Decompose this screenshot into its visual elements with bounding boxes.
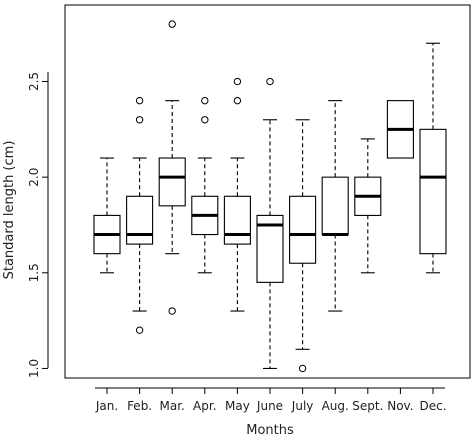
box-nov [386, 100, 414, 159]
x-tick-label: Sept. [352, 399, 383, 413]
outlier-point [201, 96, 209, 105]
box-aug [321, 100, 349, 312]
box-feb [126, 96, 154, 334]
outlier-point [298, 364, 307, 373]
box-body [158, 157, 186, 207]
x-tick-label: Aug. [322, 399, 349, 413]
y-tick-label: 1.5 [27, 263, 41, 282]
box-apr [191, 96, 219, 274]
outlier-point [233, 96, 242, 105]
box-may [223, 77, 251, 312]
x-tick-label: July [291, 399, 314, 413]
y-tick-label: 1.0 [27, 359, 41, 378]
y-axis-title: Standard length (cm) [2, 141, 17, 280]
box-jan [93, 157, 121, 274]
box-body [256, 214, 284, 283]
x-tick-label: May [225, 399, 250, 413]
axis-ticks: 1.0 1.5 2.0 2.5 Jan. Feb. Mar. Apr. May June July A… [27, 72, 447, 413]
box-body [223, 195, 251, 245]
box-sept [354, 138, 382, 274]
box-dec [419, 42, 447, 274]
outlier-point [135, 326, 144, 334]
x-tick-label: June [256, 399, 283, 413]
box-body [321, 176, 349, 236]
x-tick-label: Mar. [160, 399, 185, 413]
outlier-point [168, 307, 176, 315]
boxes [93, 20, 447, 373]
outlier-point [201, 116, 209, 124]
y-tick-label: 2.5 [27, 72, 41, 91]
box-body [126, 195, 154, 245]
outlier-point [233, 77, 242, 86]
outlier-point [168, 20, 176, 28]
outlier-point [135, 116, 144, 124]
outlier-point [135, 96, 144, 105]
x-tick-label: Nov. [387, 399, 413, 413]
x-tick-label: Jan. [95, 399, 118, 413]
x-axis-title: Months [246, 423, 294, 438]
x-tick-label: Dec. [419, 399, 446, 413]
box-june [256, 77, 284, 369]
box-body [419, 128, 447, 255]
outlier-point [266, 77, 274, 86]
box-july [289, 119, 317, 373]
plot-frame [64, 4, 471, 379]
box-body [289, 195, 317, 264]
x-tick-label: Apr. [193, 399, 216, 413]
y-tick-label: 2.0 [27, 168, 41, 187]
x-tick-label: Feb. [127, 399, 152, 413]
box-mar [158, 20, 186, 315]
